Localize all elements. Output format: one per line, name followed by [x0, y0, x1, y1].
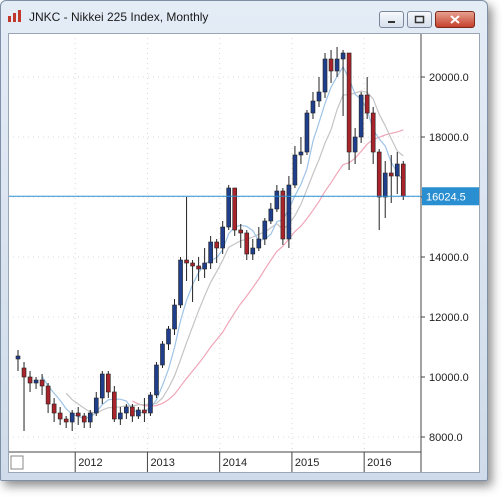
candle-body: [99, 373, 105, 399]
candle-body: [226, 187, 231, 228]
candle-body: [196, 265, 201, 270]
candle-body: [142, 409, 147, 414]
candle-body: [346, 52, 352, 153]
window-title: JNKC - Nikkei 225 Index, Monthly: [29, 10, 209, 24]
candle-body: [232, 187, 238, 231]
candle-body: [178, 259, 183, 306]
candle-body: [130, 406, 135, 417]
candle-body: [15, 355, 21, 360]
y-tick-label: 10000.0: [429, 372, 469, 384]
candle-body: [382, 172, 388, 198]
candle-body: [268, 208, 274, 222]
candle-body: [154, 364, 159, 396]
y-tick-label: 8000.0: [429, 432, 463, 444]
y-tick-label: 20000.0: [429, 72, 469, 84]
candle-body: [250, 247, 256, 255]
y-tick-label: 12000.0: [429, 312, 469, 324]
app-icon: [8, 10, 21, 22]
candle-body: [376, 151, 382, 198]
candle-body: [256, 238, 262, 249]
candle-body: [394, 163, 400, 177]
ma-slow-line: [132, 129, 404, 407]
candle-body: [172, 304, 177, 330]
candle-body: [304, 112, 310, 153]
x-tick-label: 2013: [150, 457, 174, 469]
chart-area[interactable]: 8000.010000.012000.014000.016000.018000.…: [8, 33, 480, 473]
candlestick-chart[interactable]: 8000.010000.012000.014000.016000.018000.…: [9, 34, 479, 472]
candle-body: [244, 232, 250, 255]
candle-body: [81, 415, 87, 423]
candle-body: [316, 91, 322, 102]
title-bar[interactable]: JNKC - Nikkei 225 Index, Monthly: [1, 1, 487, 31]
candle-body: [340, 52, 346, 60]
scroll-handle[interactable]: [10, 455, 24, 470]
candle-body: [298, 151, 304, 156]
candle-body: [310, 100, 316, 114]
candle-body: [322, 58, 328, 93]
x-tick-label: 2015: [295, 457, 319, 469]
candle-body: [262, 220, 268, 240]
candle-body: [75, 412, 81, 417]
candle-body: [220, 226, 225, 249]
candle-body: [63, 418, 69, 423]
price-badge: [422, 187, 479, 206]
candle-body: [87, 412, 93, 423]
candle-body: [21, 367, 27, 378]
candle-body: [136, 409, 141, 417]
candle-body: [280, 190, 286, 240]
y-tick-label: 18000.0: [429, 132, 469, 144]
candle-body: [190, 262, 195, 267]
candle-body: [352, 136, 358, 153]
candle-body: [51, 403, 57, 414]
candle-body: [45, 385, 51, 405]
candle-body: [106, 373, 111, 393]
candle-body: [93, 397, 99, 414]
candle-body: [160, 343, 165, 366]
minimize-icon: [388, 21, 395, 23]
x-tick-label: 2014: [223, 457, 247, 469]
candle-body: [69, 412, 75, 423]
candle-body: [334, 58, 340, 72]
candle-body: [148, 394, 153, 414]
close-button[interactable]: [435, 11, 475, 28]
x-tick-label: 2016: [367, 457, 391, 469]
candle-body: [400, 163, 406, 197]
candle-body: [286, 184, 292, 240]
candle-body: [184, 259, 189, 264]
candle-body: [124, 406, 129, 414]
candle-body: [274, 190, 280, 210]
chart-window: JNKC - Nikkei 225 Index, Monthly 8000.0 1…: [0, 0, 488, 481]
candle-body: [118, 412, 123, 420]
restore-button[interactable]: [407, 11, 432, 28]
candle-body: [214, 241, 219, 249]
candle-body: [388, 172, 394, 177]
candle-body: [328, 58, 334, 72]
minimize-button[interactable]: [379, 11, 404, 28]
ma-mid-line: [65, 90, 404, 414]
candle-body: [166, 328, 171, 345]
candle-body: [370, 112, 376, 153]
close-icon: [450, 15, 460, 24]
restore-icon: [414, 15, 425, 24]
candle-body: [33, 379, 39, 384]
candle-body: [112, 391, 117, 420]
candle-body: [27, 376, 33, 384]
candle-body: [39, 379, 45, 387]
price-label: 16024.5: [426, 191, 466, 203]
candle-body: [292, 154, 298, 186]
candle-body: [358, 94, 364, 138]
candle-body: [238, 229, 244, 234]
y-tick-label: 14000.0: [429, 252, 469, 264]
candle-body: [202, 262, 207, 270]
candle-body: [364, 94, 370, 114]
candle-body: [57, 412, 63, 420]
candle-body: [208, 241, 213, 264]
x-tick-label: 2012: [78, 457, 102, 469]
